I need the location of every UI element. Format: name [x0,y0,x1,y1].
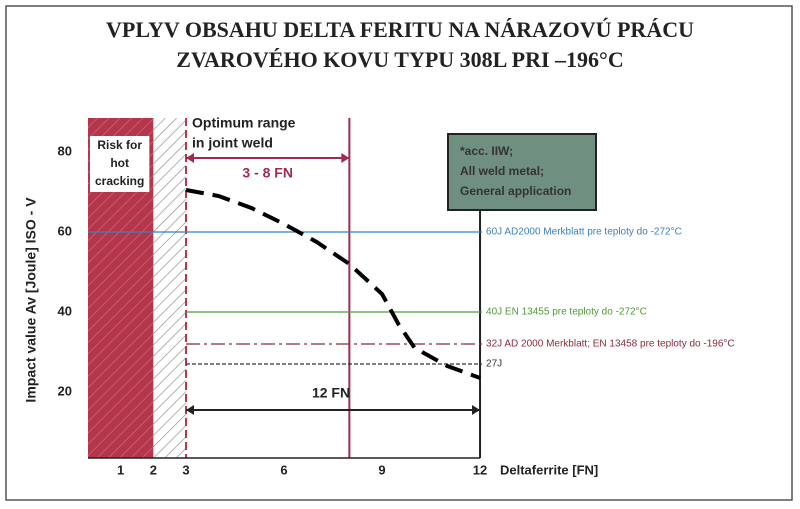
note-box [447,133,597,211]
x-tick-label: 12 [473,462,487,477]
arrow-label: 12 FN [312,385,350,401]
reference-label: 60J AD2000 Merkblatt pre teploty do -272… [486,227,682,238]
zone-label: hot [110,156,129,170]
x-tick-label: 6 [280,462,287,477]
optimum-label: in joint weld [192,135,273,151]
note-text: All weld metal; [460,164,544,178]
arrow-label: 3 - 8 FN [242,165,293,181]
x-tick-label: 3 [182,462,189,477]
y-tick-label: 80 [58,143,72,158]
note-text: *acc. IIW; [460,144,513,158]
x-axis-label: Deltaferrite [FN] [500,462,598,477]
chart-title: VPLYV OBSAHU DELTA FERITU NA NÁRAZOVÚ PR… [106,17,694,42]
x-tick-label: 1 [117,462,124,477]
frame [5,5,793,501]
x-tick-label: 2 [150,462,157,477]
optimum-label: Optimum range [192,115,296,131]
note-text: General application [460,184,571,198]
reference-label: 27J [486,359,502,370]
reference-label: 40J EN 13455 pre teploty do -272°C [486,307,647,318]
y-tick-label: 60 [58,223,72,238]
zone-label: cracking [95,174,144,188]
zone-label-box [90,136,150,192]
x-tick-label: 9 [378,462,385,477]
zone-label: Risk for [97,138,142,152]
chart-title: ZVAROVÉHO KOVU TYPU 308L PRI –196°C [176,47,623,72]
y-tick-label: 40 [58,303,72,318]
zone [153,118,187,458]
y-tick-label: 20 [58,383,72,398]
y-axis-label: Impact value Av [Joule] ISO - V [23,197,39,403]
data-line [185,188,481,380]
reference-label: 32J AD 2000 Merkblatt; EN 13458 pre tepl… [486,339,735,350]
